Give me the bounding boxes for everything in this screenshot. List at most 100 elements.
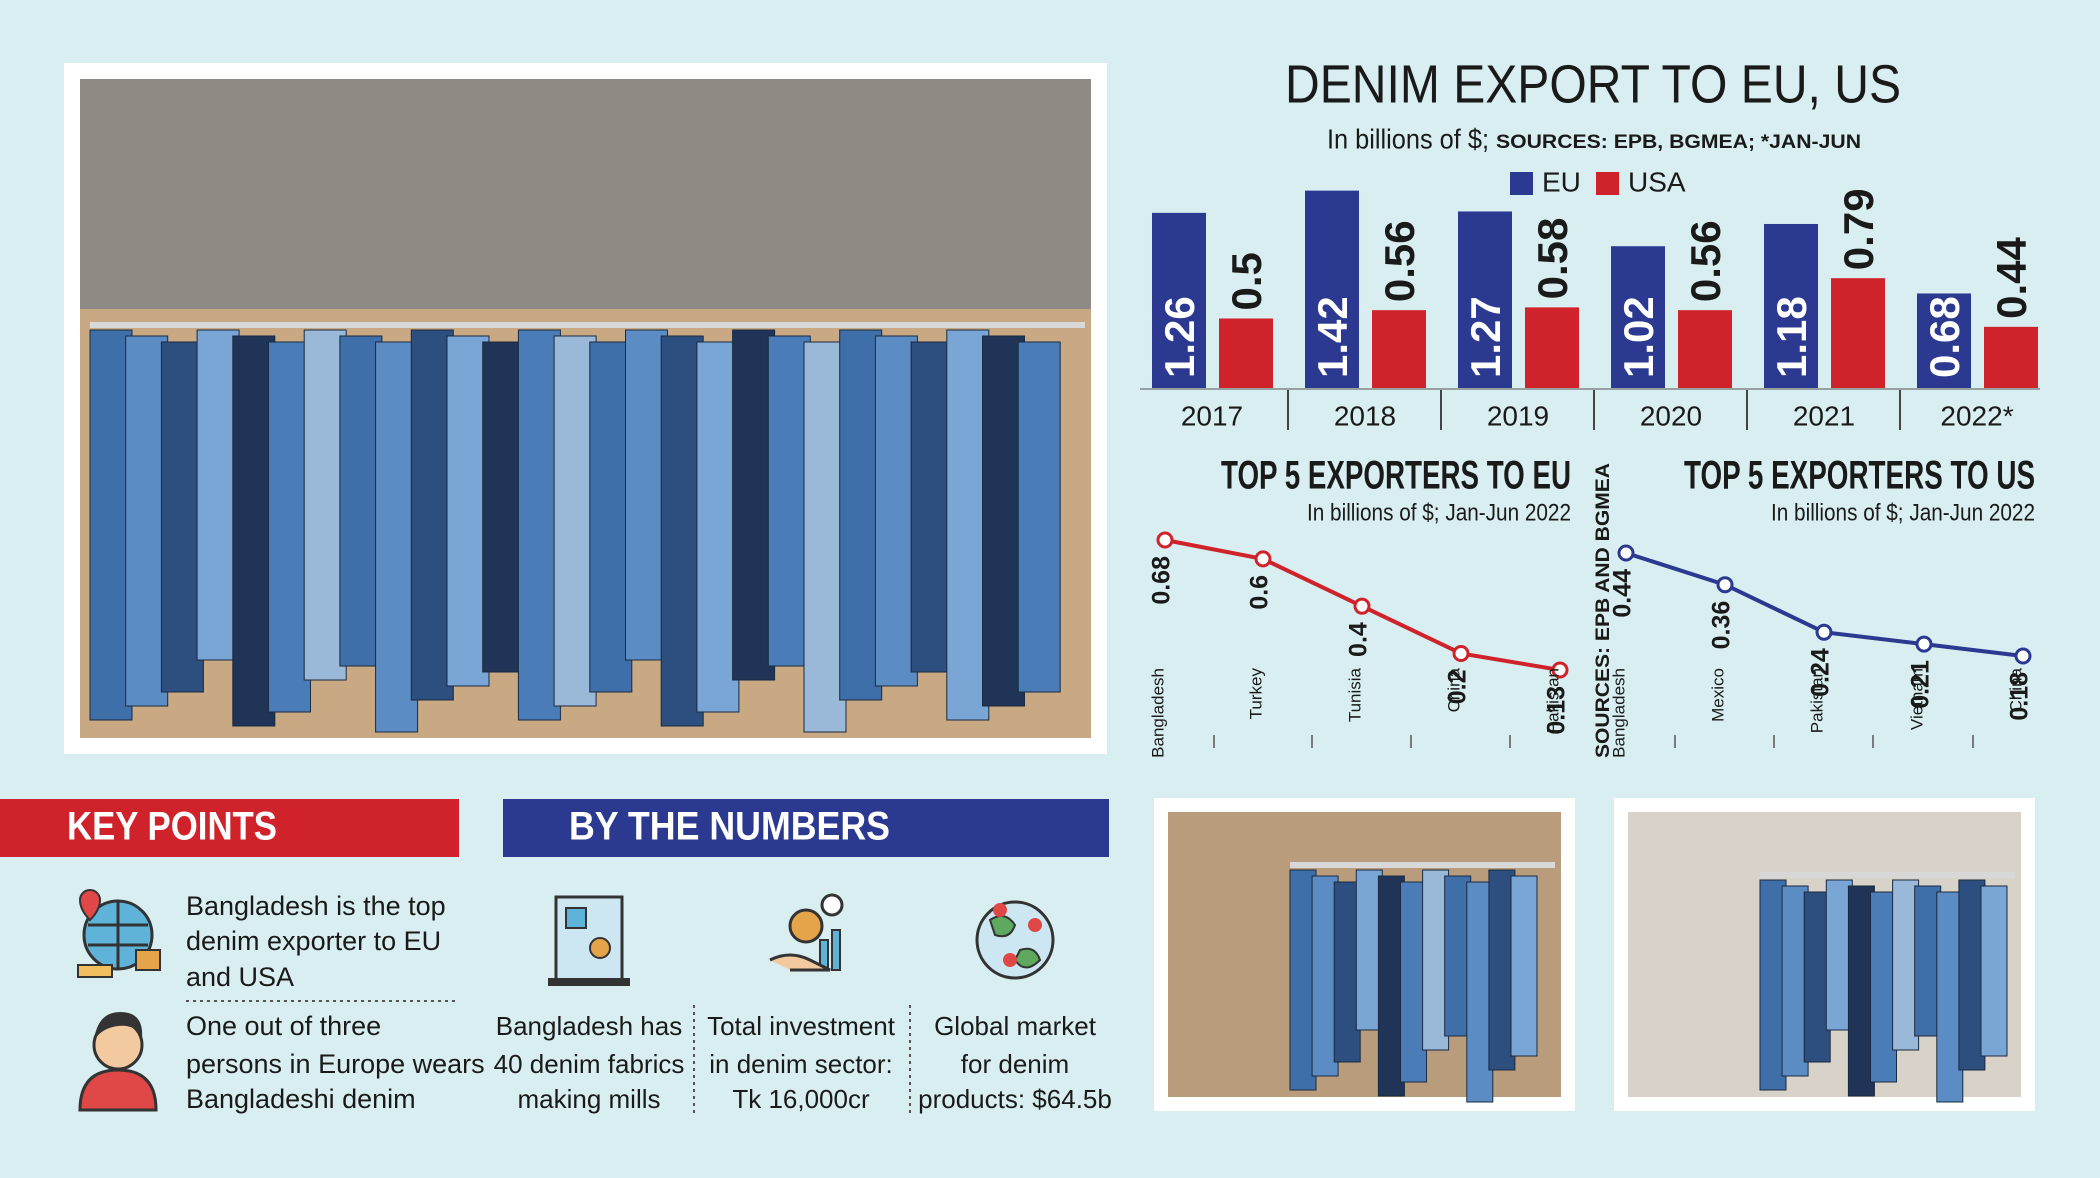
bar	[1764, 223, 1818, 388]
garment	[553, 335, 597, 707]
icon-machine	[548, 895, 630, 986]
x-tick-label: Turkey	[1246, 668, 1265, 720]
photo-area	[80, 79, 1091, 309]
rack-bar	[90, 322, 1085, 328]
garment	[1017, 341, 1061, 693]
x-tick-label: Pakistan	[1543, 668, 1562, 733]
garment	[375, 341, 419, 733]
x-tick-label: Tunisia	[1345, 667, 1364, 722]
garment	[803, 341, 847, 733]
icon-investment	[769, 893, 844, 972]
stat-text: products: $64.5b	[918, 1084, 1112, 1114]
stat-text: for denim	[961, 1049, 1069, 1079]
data-label: 1.26	[1156, 296, 1203, 378]
bar	[1458, 211, 1512, 388]
garment	[125, 335, 169, 707]
rack-bar	[1760, 872, 2015, 878]
garment	[517, 329, 561, 721]
rack-bar	[1290, 862, 1555, 868]
garment	[232, 335, 276, 727]
data-label: 1.42	[1309, 296, 1356, 378]
data-label: 0.21	[1907, 660, 1935, 709]
x-tick-label: 2018	[1334, 400, 1396, 431]
x-tick-label: 2017	[1181, 400, 1243, 431]
chart-subtitle: In billions of $;	[1327, 123, 1489, 154]
stat-text: Global market	[934, 1011, 1097, 1041]
bar	[1678, 310, 1732, 388]
chart-subtitle: In billions of $; Jan-Jun 2022	[1307, 499, 1571, 526]
data-label: 0.18	[2006, 672, 2034, 721]
garment	[1510, 875, 1538, 1057]
data-label: 0.24	[1807, 648, 1835, 697]
icon-globe	[77, 889, 161, 978]
point	[1353, 597, 1371, 615]
section-title: BY THE NUMBERS	[569, 805, 890, 849]
section-title: KEY POINTS	[67, 805, 277, 849]
point	[1254, 550, 1272, 568]
garment	[696, 341, 740, 713]
x-tick-label: Bangladesh	[1609, 668, 1628, 758]
x-tick-label: Pakistan	[1807, 668, 1826, 733]
key-point-text: Bangladeshi denim	[186, 1084, 416, 1114]
garment	[732, 329, 776, 681]
photo-detail	[1759, 872, 2015, 1103]
x-tick-label: 2019	[1487, 400, 1549, 431]
data-label: 1.18	[1768, 296, 1815, 378]
data-label: 0.56	[1376, 220, 1423, 302]
key-point-text: and USA	[186, 962, 294, 992]
photo-detail	[1289, 862, 1555, 1103]
chart-title: DENIM EXPORT TO EU, US	[1285, 54, 1901, 114]
x-tick-label: China	[1444, 667, 1463, 712]
point	[1617, 544, 1635, 562]
x-tick-label: 2020	[1640, 400, 1702, 431]
garment	[268, 341, 311, 713]
x-tick-label: 2022*	[1940, 400, 2013, 431]
stat-text: making mills	[517, 1084, 660, 1114]
garment	[339, 335, 383, 667]
data-label: 0.2	[1444, 669, 1472, 704]
point	[1551, 661, 1569, 679]
point	[1915, 635, 1933, 653]
section-header-bg	[503, 799, 1109, 857]
source-note: SOURCES: EPB AND BGMEA	[1593, 463, 1614, 758]
bar	[1305, 190, 1359, 388]
data-label: 0.56	[1682, 220, 1729, 302]
garment	[874, 335, 918, 687]
garment	[625, 329, 668, 661]
bar	[1372, 310, 1426, 388]
garment	[446, 335, 490, 687]
legend-label: EU	[1542, 166, 1581, 197]
stat-text: Bangladesh has	[496, 1011, 682, 1041]
key-point-text: Bangladesh is the top	[186, 891, 446, 921]
point	[1815, 623, 1833, 641]
bar	[1831, 278, 1885, 388]
stat-text: Total investment	[707, 1011, 896, 1041]
chart-source: SOURCES: EPB, BGMEA; *JAN-JUN	[1496, 132, 1861, 153]
bar	[1611, 246, 1665, 388]
point	[1156, 531, 1174, 549]
data-label: 1.02	[1615, 296, 1662, 378]
bar	[1917, 293, 1971, 388]
main-photo	[64, 63, 1107, 754]
legend-swatch	[1596, 172, 1619, 195]
garment	[910, 341, 954, 673]
garment	[660, 335, 704, 727]
photo-small	[1154, 798, 1575, 1111]
data-label: 0.68	[1921, 296, 1968, 378]
key-point-text: persons in Europe wears	[186, 1049, 485, 1079]
garment	[839, 329, 883, 701]
data-label: 0.44	[1988, 236, 2035, 318]
bar	[1984, 326, 2038, 388]
key-point-text: One out of three	[186, 1011, 381, 1041]
data-label: 0.68	[1148, 556, 1176, 605]
legend-label: USA	[1628, 166, 1686, 197]
bar	[1525, 307, 1579, 388]
photo-small	[1614, 798, 2035, 1111]
data-label: 0.5	[1223, 252, 1270, 310]
legend-swatch	[1510, 172, 1533, 195]
data-label: 0.79	[1835, 188, 1882, 270]
garment	[160, 341, 204, 693]
icon-world	[975, 900, 1055, 980]
